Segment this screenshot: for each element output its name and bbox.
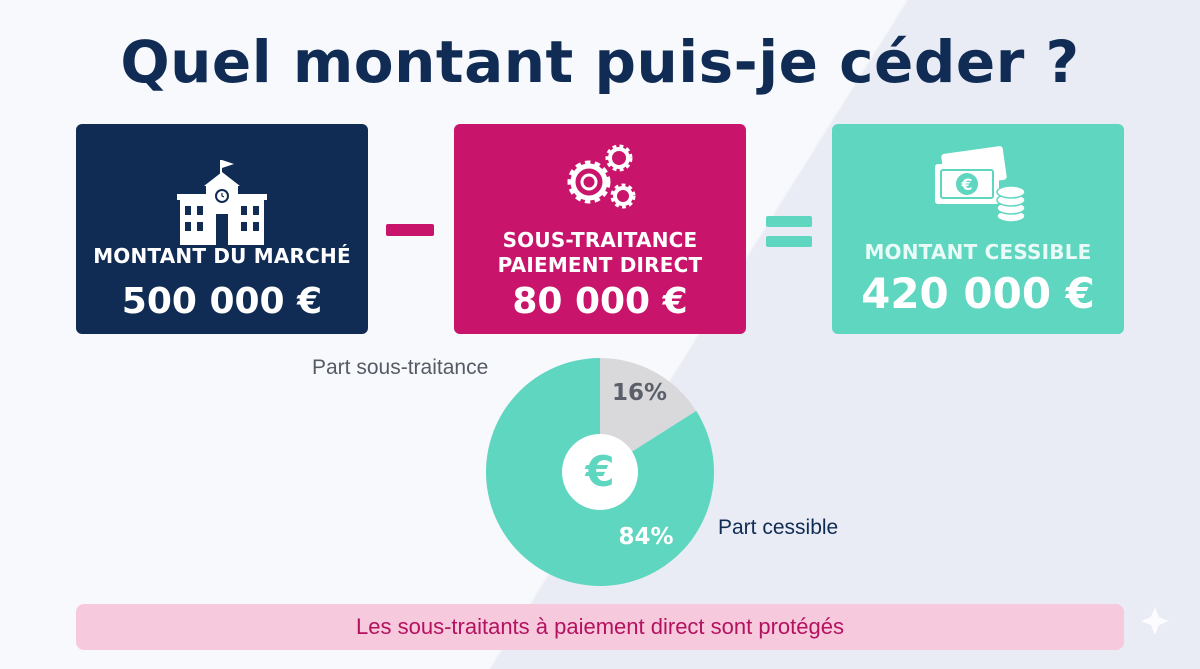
pie-label-assignable: 84% [618, 524, 673, 550]
legend-subcontracting-share: Part sous-traitance [312, 356, 489, 379]
subcontracting-card: SOUS-TRAITANCE PAIEMENT DIRECT 80 000 € [454, 124, 746, 334]
pie-center-badge [562, 434, 638, 510]
legend-assignable-share: Part cessible [718, 516, 839, 539]
protection-banner-text: Les sous-traitants à paiement direct son… [356, 614, 844, 639]
subcontracting-label-line2: PAIEMENT DIRECT [497, 253, 703, 277]
subcontracting-label-line1: SOUS-TRAITANCE [502, 228, 698, 252]
school-building-icon [177, 160, 267, 245]
gears-icon [567, 144, 636, 209]
assignable-amount-value: 420 000 € [861, 269, 1095, 318]
assignable-amount-label: MONTANT CESSIBLE [864, 240, 1092, 264]
market-amount-value: 500 000 € [121, 281, 323, 322]
market-amount-card: MONTANT DU MARCHÉ 500 000 € [76, 124, 368, 334]
pie-chart-svg: 16% 84% € [486, 358, 714, 586]
protection-banner: Les sous-traitants à paiement direct son… [76, 604, 1124, 650]
equals-sign-top [766, 216, 812, 227]
minus-sign [386, 224, 434, 236]
subcontracting-value: 80 000 € [512, 281, 688, 322]
assignable-amount-card: € MONTANT CESSIBLE 420 000 € [832, 124, 1124, 334]
pie-label-subcontracting: 16% [612, 380, 667, 406]
svg-text:€: € [960, 175, 972, 194]
pie-chart: 16% 84% € [486, 358, 714, 586]
equals-sign-bottom [766, 236, 812, 247]
sparkle-icon [1141, 607, 1169, 635]
market-amount-label: MONTANT DU MARCHÉ [93, 244, 351, 268]
euro-icon: € [584, 447, 614, 496]
page-title: Quel montant puis-je céder ? [120, 28, 1080, 96]
cash-coins-icon: € [935, 146, 1026, 223]
